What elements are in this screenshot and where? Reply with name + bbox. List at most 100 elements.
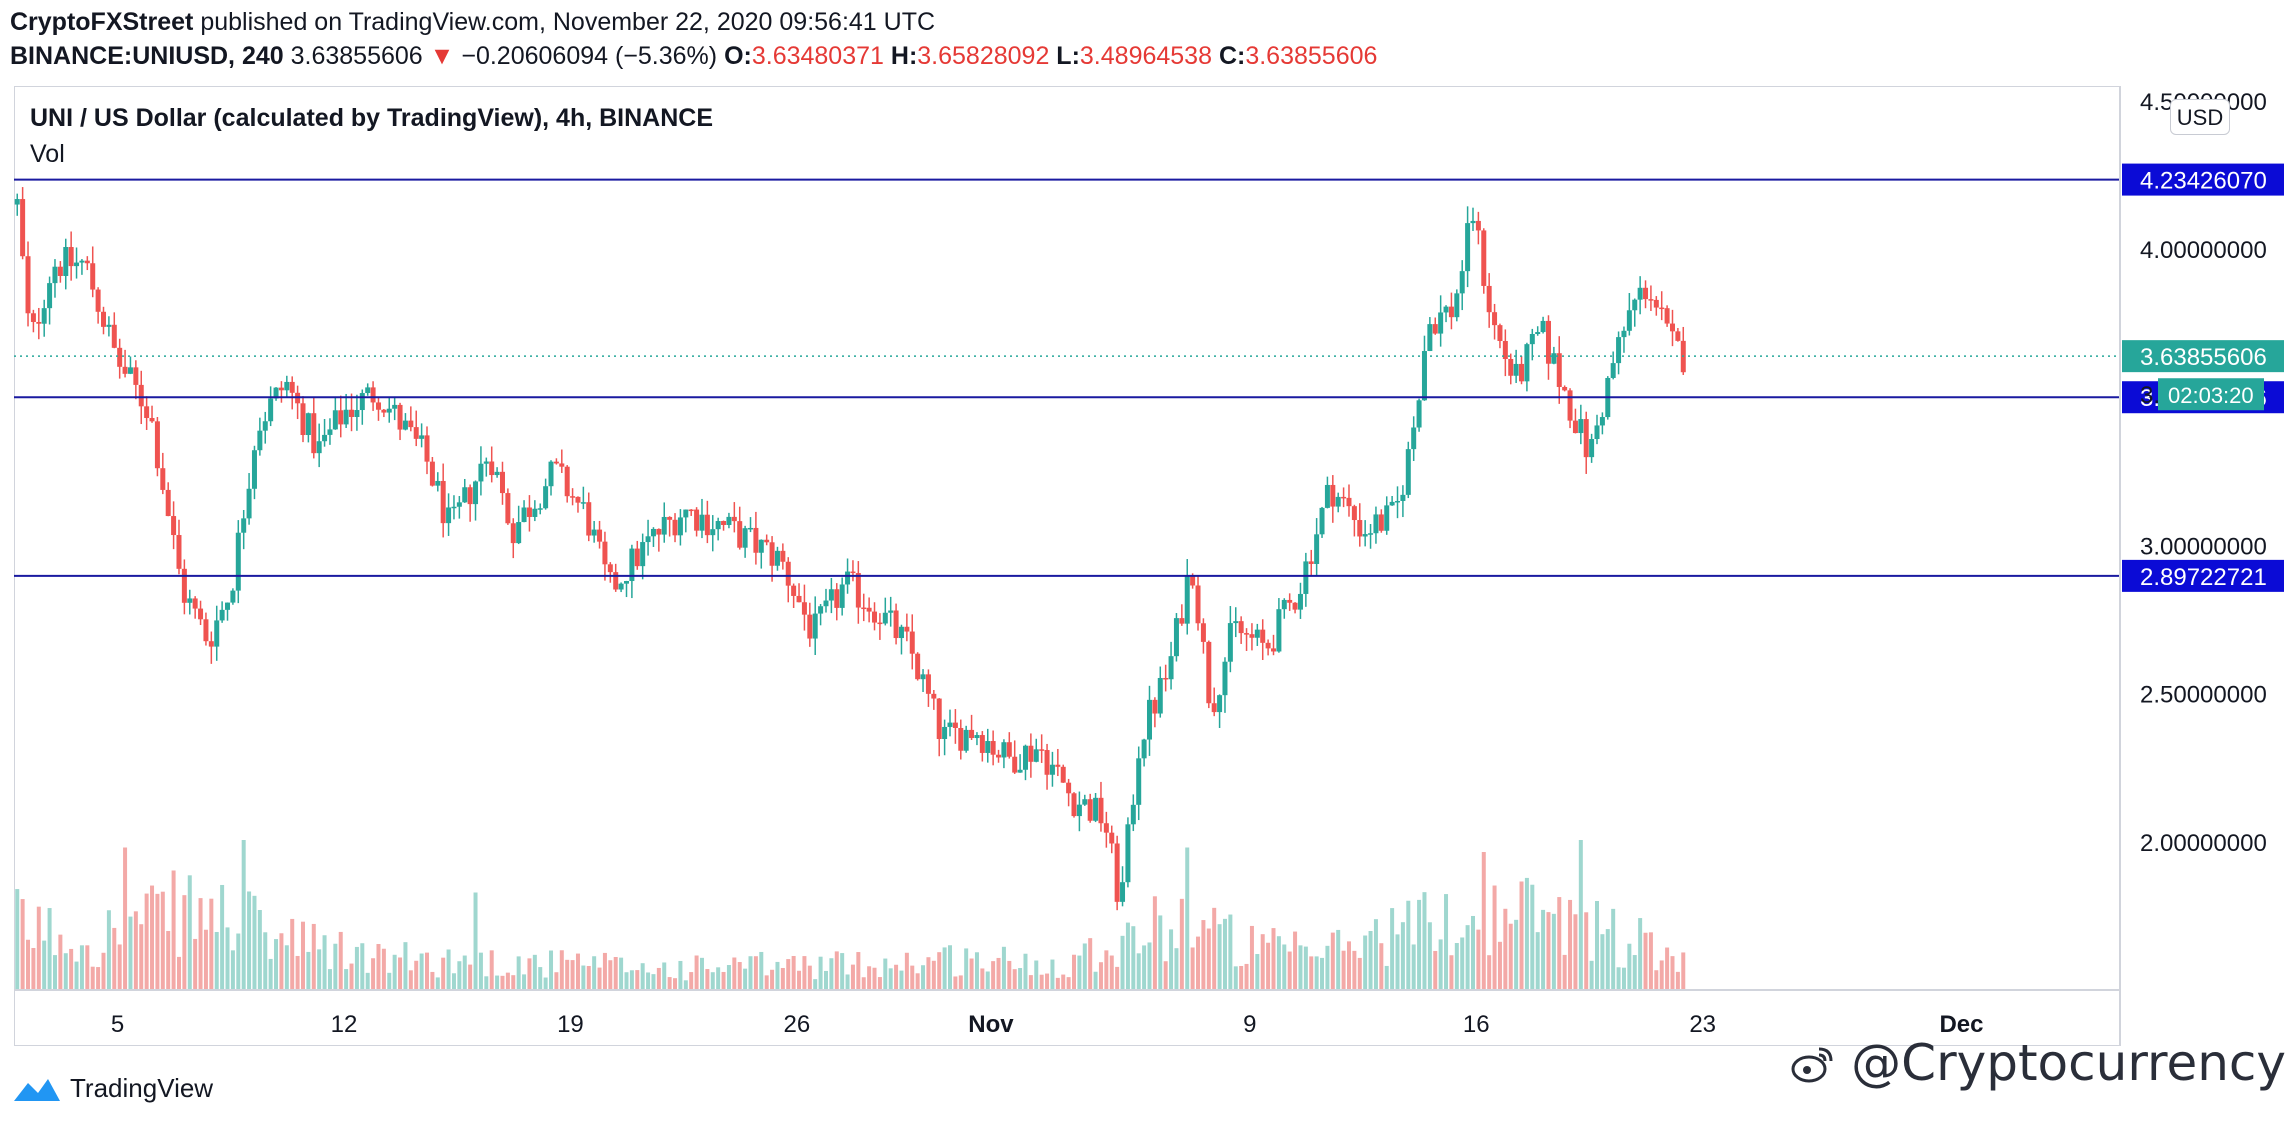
candle-body: [1136, 758, 1142, 805]
candle-body: [1168, 656, 1174, 680]
candle-body: [473, 481, 479, 505]
candle-body: [154, 421, 160, 469]
volume-bar: [1530, 884, 1535, 990]
volume-bar: [225, 927, 230, 990]
volume-bar: [182, 895, 187, 990]
countdown-tag: [2158, 378, 2264, 411]
candle-body: [893, 610, 899, 639]
volume-bar: [500, 975, 505, 990]
volume-bar: [123, 847, 128, 990]
candle-body: [925, 674, 931, 694]
tradingview-logo[interactable]: TradingView: [10, 1070, 213, 1106]
candle-body: [1448, 306, 1454, 318]
x-tick-label: 9: [1243, 1011, 1256, 1038]
currency-button[interactable]: USD: [2170, 99, 2230, 135]
candle-body: [774, 550, 780, 566]
volume-bar: [1605, 929, 1610, 990]
candle-body: [1378, 514, 1384, 531]
candle-body: [1287, 599, 1293, 603]
volume-bar: [656, 967, 661, 990]
candle-body: [737, 521, 743, 548]
volume-bar: [1444, 894, 1449, 990]
candle-body: [246, 488, 252, 519]
volume-bar: [1400, 922, 1405, 990]
candle-body: [785, 561, 791, 586]
volume-bar: [1088, 938, 1093, 990]
volume-bar: [484, 976, 489, 990]
volume-bar: [1158, 915, 1163, 990]
volume-bar: [1670, 956, 1675, 990]
candle-body: [133, 367, 139, 385]
candle-body: [1146, 699, 1152, 740]
candle-body: [413, 427, 419, 439]
volume-bar: [441, 957, 446, 990]
candle-body: [1357, 520, 1363, 537]
volume-bar: [1217, 924, 1222, 990]
volume-bar: [1287, 951, 1292, 990]
candle-body: [1519, 363, 1525, 382]
volume-bar: [160, 891, 165, 990]
candle-body: [1395, 500, 1401, 503]
volume-bar: [651, 974, 656, 990]
candle-body: [1087, 799, 1093, 821]
volume-bar: [1082, 943, 1087, 990]
volume-bar: [1012, 969, 1017, 990]
volume-bar: [1185, 847, 1190, 990]
volume-bar: [79, 945, 84, 990]
volume-bar: [1206, 928, 1211, 990]
candle-body: [990, 741, 996, 755]
candle-body: [1351, 506, 1357, 521]
volume-bar: [699, 957, 704, 990]
candle-body: [1459, 271, 1465, 294]
volume-bar: [532, 954, 537, 990]
volume-bar: [300, 921, 305, 990]
level-price-tag: [2122, 559, 2284, 592]
volume-bar: [522, 974, 527, 990]
volume-bar: [468, 964, 473, 990]
candle-body: [866, 607, 872, 612]
volume-bar: [543, 977, 548, 990]
candle-body: [397, 404, 403, 430]
volume-bar: [203, 929, 208, 990]
candle-body: [408, 420, 414, 428]
candle-body: [591, 529, 597, 536]
candle-body: [1572, 420, 1578, 434]
high-value: 3.65828092: [917, 42, 1050, 70]
candle-body: [1524, 344, 1530, 382]
volume-bar: [198, 898, 203, 990]
volume-bar: [861, 977, 866, 990]
candle-body: [645, 536, 651, 543]
volume-bar: [1352, 950, 1357, 990]
x-tick-label: 19: [557, 1011, 584, 1038]
candle-body: [548, 461, 554, 487]
volume-bar: [1212, 907, 1217, 990]
candle-body: [499, 471, 505, 494]
volume-bar: [1249, 925, 1254, 990]
candle-body: [446, 507, 452, 524]
candle-body: [1271, 648, 1277, 652]
volume-bar: [425, 952, 430, 990]
candle-body: [1001, 742, 1007, 758]
volume-bar: [549, 950, 554, 990]
candle-body: [623, 581, 629, 584]
candle-body: [801, 602, 807, 615]
candle-body: [780, 550, 786, 562]
candle-body: [1675, 331, 1681, 341]
volume-bar: [1465, 925, 1470, 990]
volume-bar: [575, 953, 580, 990]
candle-body: [952, 722, 958, 728]
volume-bar: [1589, 960, 1594, 990]
volume-bar: [1519, 881, 1524, 990]
volume-bar: [1557, 897, 1562, 990]
candle-body: [1384, 505, 1390, 531]
volume-bar: [937, 952, 942, 990]
candle-body: [483, 461, 489, 464]
tradingview-brand: TradingView: [70, 1072, 214, 1103]
x-tick-label: Nov: [968, 1011, 1014, 1038]
candle-body: [510, 523, 516, 544]
volume-bar: [710, 972, 715, 990]
volume-bar: [252, 895, 257, 990]
volume-bar: [1438, 939, 1443, 990]
author-name[interactable]: CryptoFXStreet: [10, 8, 194, 36]
